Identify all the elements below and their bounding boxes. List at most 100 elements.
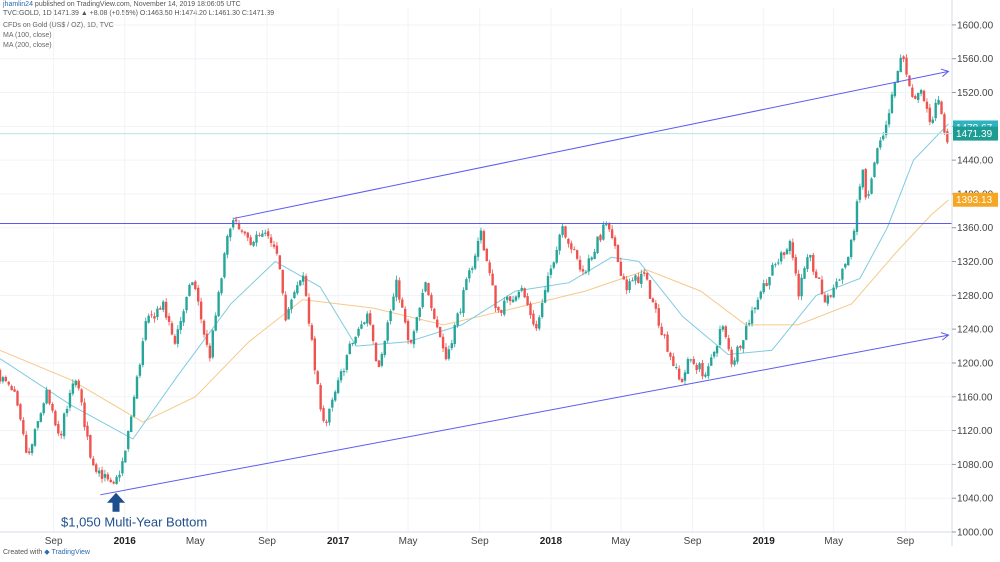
candle-body	[788, 240, 792, 252]
candle-body	[281, 269, 284, 294]
candle-body	[264, 232, 267, 234]
candle-body	[202, 320, 206, 335]
price-tag-bg	[953, 126, 998, 141]
candle-body	[829, 295, 832, 297]
candle-body	[482, 231, 486, 251]
candle-body	[22, 420, 25, 435]
candle-body	[584, 271, 588, 273]
candle-body	[660, 326, 663, 335]
candle-body	[841, 268, 844, 280]
chart-header: jhamlin24 published on TradingView.com, …	[3, 0, 274, 18]
candle-body	[150, 314, 153, 316]
trendline-lower-channel	[100, 334, 949, 496]
candle-body	[173, 335, 177, 344]
x-tick-label: 2016	[114, 536, 137, 547]
y-tick-label: 1200.00	[957, 358, 994, 369]
candle-body	[1, 377, 5, 382]
candle-body	[680, 379, 684, 383]
candle-body	[214, 315, 217, 331]
candle-body	[48, 389, 51, 404]
candle-body	[905, 57, 908, 75]
candle-body	[473, 255, 477, 269]
candle-body	[249, 237, 252, 245]
candle-body	[412, 331, 416, 345]
candle-body	[403, 308, 407, 323]
candle-body	[832, 287, 835, 298]
candle-body	[374, 342, 378, 361]
candle-body	[269, 237, 273, 243]
candle-body	[319, 385, 322, 410]
candle-body	[631, 280, 634, 282]
candle-body	[916, 92, 920, 100]
candle-body	[60, 433, 63, 436]
candle-body	[538, 317, 541, 329]
candle-body	[118, 474, 121, 478]
candle-body	[765, 283, 768, 287]
candle-body	[488, 262, 491, 274]
candle-body	[826, 295, 830, 304]
candle-body	[555, 249, 558, 263]
price-tag: 1393.13	[953, 192, 998, 207]
candle-body	[876, 148, 879, 164]
candle-body	[438, 326, 442, 338]
candle-body	[861, 169, 865, 188]
candle-body	[199, 301, 203, 320]
candle-body	[750, 310, 754, 324]
candle-body	[424, 282, 427, 292]
candle-body	[371, 325, 375, 342]
candle-body	[465, 279, 468, 291]
candle-body	[724, 326, 728, 338]
candle-body	[476, 240, 480, 257]
candle-body	[683, 372, 687, 381]
candle-body	[677, 368, 681, 380]
legend-ma100[interactable]: MA (100, close)	[3, 32, 52, 39]
x-tick-label: May	[611, 536, 630, 547]
candle-body	[243, 231, 247, 234]
x-tick-label: Sep	[258, 536, 276, 547]
candle-body	[812, 254, 815, 272]
candle-body	[873, 162, 876, 178]
candle-body	[605, 224, 608, 226]
candle-body	[301, 275, 305, 282]
candle-body	[421, 292, 424, 308]
candle-body	[97, 470, 101, 474]
y-tick-label: 1120.00	[957, 426, 993, 437]
candle-body	[809, 254, 812, 258]
candle-body	[712, 351, 716, 357]
candle-body	[849, 239, 853, 258]
candle-body	[255, 234, 258, 243]
candle-body	[121, 461, 124, 474]
candle-body	[645, 272, 649, 280]
grid	[0, 8, 952, 533]
candle-body	[835, 281, 838, 287]
candle-body	[74, 380, 77, 386]
candle-body	[937, 99, 940, 105]
candle-body	[65, 408, 69, 414]
candle-body	[468, 270, 471, 279]
candle-body	[672, 356, 675, 366]
candle-body	[4, 377, 8, 382]
candle-body	[500, 310, 503, 313]
y-tick-label: 1280.00	[957, 291, 994, 302]
candle-body	[194, 281, 197, 290]
annotations: $1,050 Multi-Year Bottom	[61, 492, 207, 530]
candle-body	[57, 424, 60, 434]
legend-ma200[interactable]: MA (200, close)	[3, 42, 52, 49]
candle-body	[882, 135, 885, 140]
chart-legend: CFDs on Gold (US$ / OZ), 1D, TVC MA (100…	[3, 21, 114, 51]
candle-body	[707, 366, 710, 377]
candle-body	[147, 315, 150, 323]
candle-body	[377, 360, 381, 367]
candle-body	[774, 264, 777, 266]
candle-body	[45, 389, 48, 404]
candle-body	[552, 262, 556, 268]
ohlc-readout: TVC:GOLD, 1D 1471.39 ▲ +8.08 (+0.55%) O:…	[3, 10, 275, 17]
candle-body	[112, 481, 115, 484]
candle-body	[919, 90, 923, 94]
author-name[interactable]: jhamlin24	[3, 1, 33, 8]
candle-body	[406, 320, 410, 341]
candle-body	[567, 238, 570, 244]
footer-brand[interactable]: TradingView	[51, 549, 90, 556]
candle-body	[13, 389, 16, 392]
